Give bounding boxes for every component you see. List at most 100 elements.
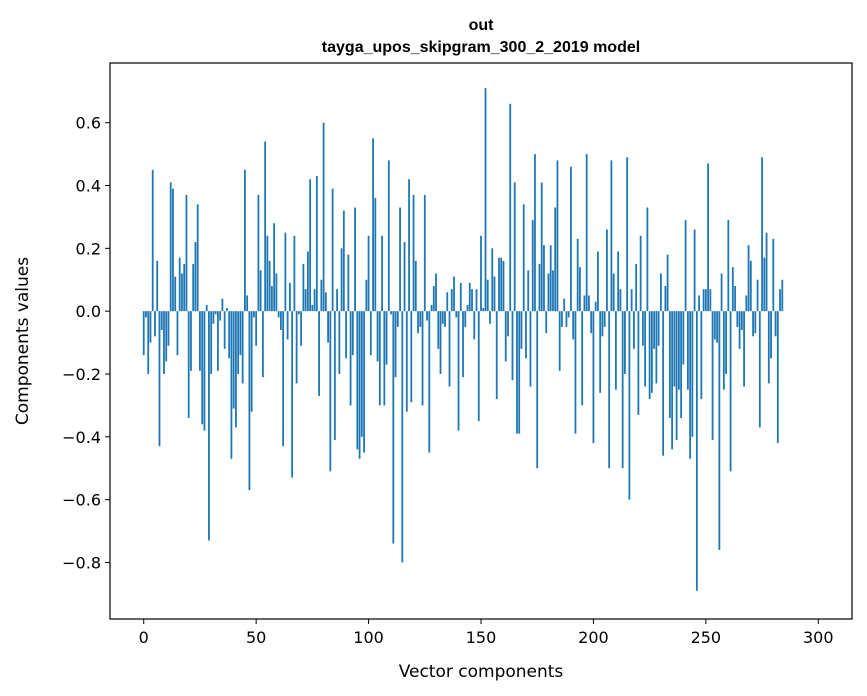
bar-156 — [493, 276, 496, 312]
bar-147 — [473, 311, 476, 340]
bar-185 — [558, 311, 561, 371]
bar-17 — [181, 273, 183, 312]
bar-112 — [394, 311, 397, 378]
bar-103 — [374, 198, 377, 312]
bar-61 — [279, 311, 282, 331]
bar-135 — [446, 292, 449, 312]
bar-39 — [230, 311, 233, 459]
bar-119 — [410, 311, 413, 403]
bar-252 — [709, 289, 712, 312]
bar-267 — [743, 311, 745, 387]
bar-199 — [590, 311, 593, 334]
bar-120 — [412, 194, 415, 312]
bar-14 — [174, 276, 177, 312]
bar-200 — [592, 311, 595, 444]
x-axis-ticks: 0 50 100 150 200 250 300 — [139, 619, 834, 647]
bar-215 — [626, 157, 629, 312]
bar-83 — [329, 311, 332, 472]
bar-130 — [435, 273, 437, 312]
bar-62 — [282, 311, 285, 447]
bar-203 — [599, 311, 602, 393]
bar-72 — [304, 289, 307, 312]
bar-94 — [354, 207, 356, 312]
bar-140 — [457, 311, 460, 431]
bar-13 — [172, 188, 174, 312]
bar-1 — [145, 311, 147, 318]
bar-196 — [583, 295, 586, 312]
bar-64 — [286, 311, 289, 340]
bar-58 — [273, 223, 276, 312]
bar-18 — [183, 264, 186, 312]
bars-group — [142, 88, 784, 591]
bar-165 — [513, 182, 516, 312]
bar-127 — [428, 311, 431, 453]
bar-109 — [387, 160, 390, 312]
bar-144 — [466, 304, 469, 312]
bar-9 — [163, 311, 165, 374]
bar-233 — [666, 254, 669, 312]
bar-238 — [677, 311, 680, 390]
bar-183 — [554, 207, 557, 312]
bar-50 — [255, 311, 258, 346]
bar-67 — [293, 235, 296, 312]
bar-218 — [633, 311, 635, 349]
bar-256 — [718, 311, 721, 550]
bar-170 — [525, 311, 527, 359]
bar-232 — [664, 286, 667, 312]
bar-149 — [477, 311, 480, 422]
bar-261 — [729, 311, 732, 472]
bar-173 — [531, 220, 534, 312]
bar-7 — [158, 311, 161, 447]
bar-92 — [349, 311, 352, 406]
bar-181 — [549, 245, 552, 312]
bar-229 — [657, 311, 660, 346]
bar-97 — [360, 311, 363, 437]
bar-5 — [154, 311, 156, 337]
bar-99 — [365, 279, 368, 312]
bar-89 — [342, 210, 345, 312]
bar-54 — [264, 141, 267, 312]
bar-141 — [459, 282, 462, 312]
bar-234 — [668, 311, 671, 418]
bar-105 — [378, 311, 381, 406]
bar-128 — [430, 304, 433, 312]
bar-179 — [545, 311, 548, 334]
bar-126 — [426, 311, 428, 321]
bar-52 — [259, 270, 262, 312]
bar-177 — [540, 182, 543, 312]
bar-37 — [226, 308, 228, 312]
bar-214 — [624, 311, 626, 374]
bar-220 — [637, 311, 640, 415]
bar-51 — [257, 194, 260, 312]
bar-239 — [680, 311, 683, 418]
bar-36 — [223, 311, 226, 349]
bar-55 — [266, 235, 269, 312]
chart-title: out — [469, 17, 495, 34]
bar-259 — [725, 311, 727, 374]
bar-155 — [491, 248, 494, 312]
bar-224 — [646, 207, 649, 312]
bar-86 — [336, 289, 338, 312]
bar-241 — [684, 220, 687, 312]
bar-235 — [671, 311, 674, 450]
bar-174 — [534, 154, 536, 312]
bar-79 — [320, 279, 323, 312]
bar-33 — [217, 311, 219, 371]
bar-161 — [504, 311, 507, 362]
bar-246 — [695, 311, 698, 591]
bar-145 — [468, 282, 471, 312]
bar-131 — [437, 311, 440, 349]
bar-57 — [270, 286, 273, 312]
bar-212 — [619, 289, 622, 312]
bar-49 — [253, 311, 255, 318]
bar-46 — [246, 295, 249, 312]
bar-176 — [538, 264, 541, 312]
bar-29 — [208, 311, 210, 541]
bar-115 — [401, 311, 404, 563]
bar-250 — [704, 289, 707, 312]
bar-42 — [237, 311, 240, 374]
bar-192 — [574, 311, 577, 434]
y-axis-ticks: −0.8 −0.6 −0.4 −0.2 0.0 0.2 0.4 0.6 — [62, 114, 110, 572]
